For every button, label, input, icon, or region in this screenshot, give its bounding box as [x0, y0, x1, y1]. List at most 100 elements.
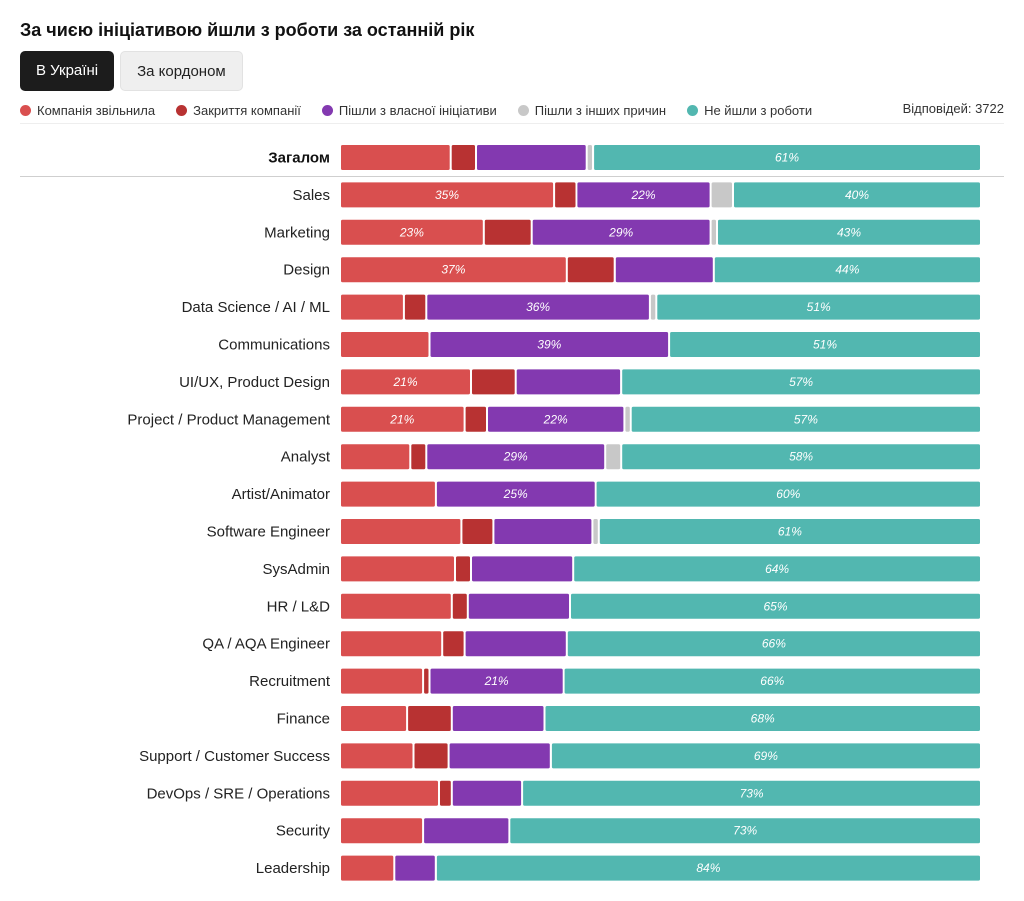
bar-segment-stayed[interactable]	[510, 818, 980, 844]
bar-segment-other[interactable]	[587, 145, 592, 170]
bar-segment-stayed[interactable]	[599, 519, 980, 544]
bar-segment-own[interactable]	[465, 631, 566, 657]
bar-segment-closure[interactable]	[408, 706, 451, 731]
bar-segment-closure[interactable]	[472, 369, 515, 395]
bar-segment-own[interactable]	[477, 145, 586, 170]
bar-segment-stayed[interactable]	[564, 668, 980, 694]
bar-segment-closure[interactable]	[424, 668, 429, 694]
data-label: 22%	[543, 412, 568, 426]
tab-abroad[interactable]: За кордоном	[120, 51, 243, 91]
legend-item-fired[interactable]: Компанія звільнила	[20, 103, 155, 118]
bar-segment-closure[interactable]	[404, 294, 426, 320]
bar-segment-stayed[interactable]	[657, 294, 980, 320]
bar-segment-fired[interactable]	[341, 257, 566, 283]
bar-segment-stayed[interactable]	[574, 556, 980, 582]
bar-segment-stayed[interactable]	[594, 145, 980, 170]
bar-segment-fired[interactable]	[341, 519, 461, 544]
bar-segment-fired[interactable]	[341, 593, 451, 619]
bar-segment-closure[interactable]	[452, 593, 467, 619]
bar-segment-closure[interactable]	[465, 406, 486, 432]
bar-segment-own[interactable]	[424, 818, 509, 844]
bar-segment-fired[interactable]	[341, 743, 413, 769]
bar-segment-stayed[interactable]	[670, 332, 980, 357]
bar-segment-own[interactable]	[472, 556, 573, 582]
bar-segment-own[interactable]	[615, 257, 713, 283]
bar-segment-stayed[interactable]	[596, 481, 980, 507]
legend-item-closure[interactable]: Закриття компанії	[176, 103, 301, 118]
bar-segment-fired[interactable]	[341, 556, 454, 582]
bar-segment-fired[interactable]	[341, 182, 554, 208]
bar-segment-stayed[interactable]	[551, 743, 980, 769]
bar-segment-fired[interactable]	[341, 145, 450, 170]
bar-segment-own[interactable]	[395, 855, 435, 881]
legend-item-stayed[interactable]: Не йшли з роботи	[687, 103, 812, 118]
bar-segment-own[interactable]	[577, 182, 710, 208]
bar-segment-other[interactable]	[711, 182, 732, 208]
bar-segment-stayed[interactable]	[734, 182, 980, 208]
bar-segment-fired[interactable]	[341, 406, 464, 432]
legend-label-fired: Компанія звільнила	[37, 102, 156, 118]
bar-segment-stayed[interactable]	[622, 444, 980, 470]
bar-segment-fired[interactable]	[341, 332, 429, 357]
bar-segment-own[interactable]	[494, 519, 592, 544]
bar-segment-closure[interactable]	[443, 631, 464, 657]
legend-item-own[interactable]: Пішли з власної ініціативи	[321, 103, 497, 118]
bar-segment-own[interactable]	[449, 743, 550, 769]
bar-segment-stayed[interactable]	[567, 631, 980, 657]
legend-item-other[interactable]: Пішли з інших причин	[517, 103, 666, 118]
bar-segment-closure[interactable]	[414, 743, 448, 769]
bar-row: UI/UX, Product Design 21% 57%	[179, 369, 980, 395]
bar-segment-stayed[interactable]	[718, 219, 980, 245]
bar-segment-fired[interactable]	[341, 294, 403, 320]
bar-segment-closure[interactable]	[456, 556, 470, 582]
bar-segment-closure[interactable]	[440, 780, 451, 806]
bar-segment-fired[interactable]	[341, 631, 442, 657]
bar-segment-own[interactable]	[430, 332, 669, 357]
data-label: 57%	[789, 375, 813, 389]
bar-segment-stayed[interactable]	[571, 593, 980, 619]
bar-segment-own[interactable]	[488, 406, 624, 432]
bar-segment-fired[interactable]	[341, 444, 410, 470]
data-label: 60%	[776, 487, 800, 501]
bar-segment-other[interactable]	[593, 519, 598, 544]
bar-segment-own[interactable]	[532, 219, 710, 245]
bar-segment-closure[interactable]	[567, 257, 614, 283]
bar-segment-stayed[interactable]	[436, 855, 980, 881]
bar-segment-stayed[interactable]	[714, 257, 980, 283]
bar-segment-own[interactable]	[516, 369, 621, 395]
bar-segment-closure[interactable]	[484, 219, 531, 245]
bar-segment-own[interactable]	[452, 780, 522, 806]
bar-segment-other[interactable]	[711, 219, 716, 245]
bar-segment-own[interactable]	[452, 706, 544, 731]
bar-segment-own[interactable]	[436, 481, 595, 507]
data-label: 21%	[389, 412, 414, 426]
bar-segment-stayed[interactable]	[631, 406, 980, 432]
row-label: UI/UX, Product Design	[179, 374, 330, 391]
bar-segment-other[interactable]	[650, 294, 656, 320]
tab-ukraine[interactable]: В Україні	[20, 51, 115, 91]
bar-segment-own[interactable]	[468, 593, 569, 619]
bar-row: Analyst 29% 58%	[281, 444, 980, 470]
bar-segment-closure[interactable]	[411, 444, 426, 470]
bar-segment-other[interactable]	[606, 444, 621, 470]
bar-segment-stayed[interactable]	[545, 706, 981, 731]
bar-segment-fired[interactable]	[341, 780, 438, 806]
bar-segment-stayed[interactable]	[622, 369, 980, 395]
bar-segment-closure[interactable]	[555, 182, 576, 208]
bar-segment-fired[interactable]	[341, 668, 423, 694]
bar-segment-closure[interactable]	[462, 519, 493, 544]
bar-segment-own[interactable]	[430, 668, 563, 694]
bar-segment-own[interactable]	[427, 444, 605, 470]
bar-segment-fired[interactable]	[341, 855, 394, 881]
bar-segment-fired[interactable]	[341, 706, 407, 731]
bar-segment-own[interactable]	[427, 294, 649, 320]
bar-segment-fired[interactable]	[341, 481, 435, 507]
bar-segment-other[interactable]	[625, 406, 630, 432]
bar-segment-stayed[interactable]	[523, 780, 980, 806]
bar-segment-fired[interactable]	[341, 818, 423, 844]
data-label: 40%	[845, 188, 869, 202]
bar-segment-fired[interactable]	[341, 219, 483, 245]
bar-segment-closure[interactable]	[451, 145, 475, 170]
bar-row: QA / AQA Engineer 66%	[202, 631, 980, 657]
bar-segment-fired[interactable]	[341, 369, 470, 395]
